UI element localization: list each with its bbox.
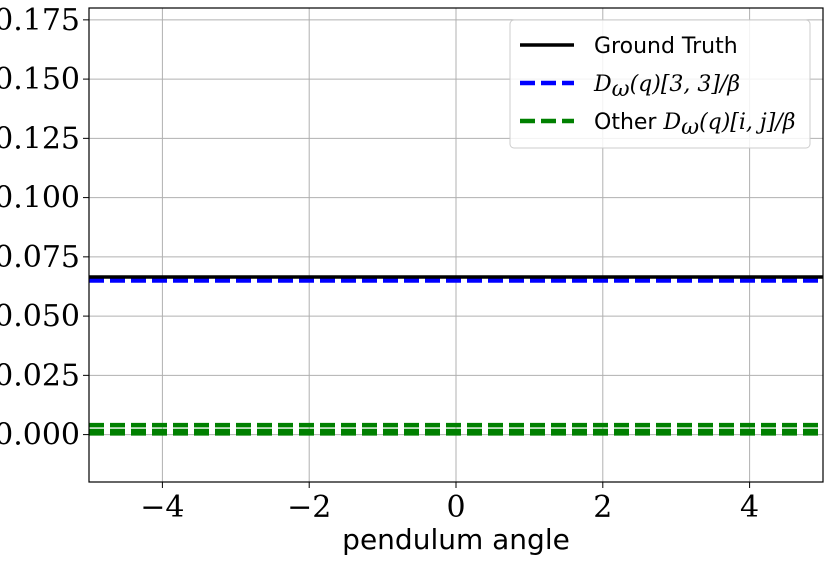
y-tick-label: 0.075 — [0, 240, 80, 275]
y-tick-label: 0.175 — [0, 3, 80, 38]
x-tick-label: −4 — [140, 490, 184, 525]
y-tick-label: 0.100 — [0, 181, 80, 216]
ticks: 0.000 0.025 0.050 0.075 0.100 0.125 0.150 0.175… — [0, 3, 759, 525]
x-tick-label: 4 — [740, 490, 759, 525]
x-tick-label: −2 — [287, 490, 331, 525]
legend-box — [509, 19, 811, 149]
y-tick-label: 0.125 — [0, 121, 80, 156]
y-tick-label: 0.025 — [0, 358, 80, 393]
legend: Ground Truth Dω(q)[3, 3]/β Other Dω(q)[i, … — [509, 19, 811, 149]
x-axis-label: pendulum angle — [342, 523, 570, 556]
y-tick-label: 0.150 — [0, 62, 80, 97]
series-lines — [89, 275, 823, 436]
legend-label: Ground Truth — [594, 34, 738, 59]
y-tick-label: 0.050 — [0, 299, 80, 334]
y-tick-label: 0.000 — [0, 418, 80, 453]
legend-label: Other Dω(q)[i, j]/β — [594, 110, 795, 140]
x-tick-label: 2 — [593, 490, 612, 525]
legend-label: Dω(q)[3, 3]/β — [593, 72, 740, 102]
x-tick-label: 0 — [446, 490, 465, 525]
